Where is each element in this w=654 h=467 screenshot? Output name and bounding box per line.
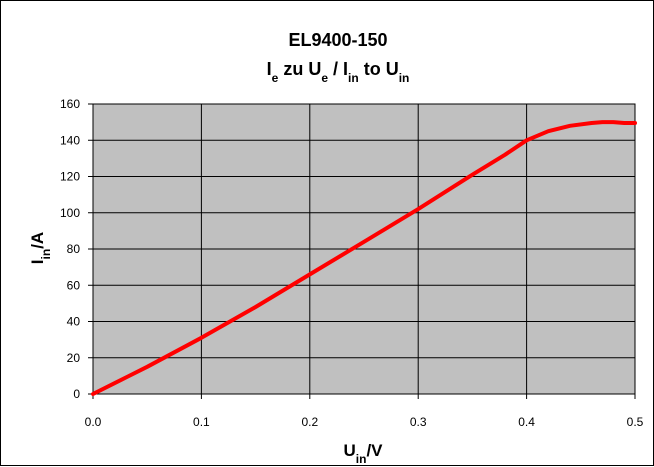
- x-label-unit: /V: [366, 441, 383, 460]
- plot-border: [92, 103, 636, 395]
- x-tick-label: 0.2: [301, 415, 318, 429]
- y-axis-label: Iin/A: [28, 232, 53, 264]
- series-line: [91, 120, 637, 396]
- subtitle-text: zu U: [278, 59, 321, 79]
- subtitle-text: to U: [359, 59, 399, 79]
- y-tick-label: 160: [60, 97, 80, 111]
- y-tick-label: 120: [60, 170, 80, 184]
- subtitle-subscript: e: [321, 71, 328, 85]
- y-label-unit: /A: [28, 232, 47, 249]
- y-tick-label: 60: [67, 278, 81, 292]
- y-tick-label: 100: [60, 206, 80, 220]
- subtitle-subscript: in: [348, 71, 359, 85]
- chart-subtitle: Ie zu Ue / Iin to Uin: [267, 59, 410, 85]
- x-axis-label: Uin/V: [343, 441, 383, 466]
- axes: [88, 103, 636, 399]
- y-tick-label: 140: [60, 133, 80, 147]
- x-tick-labels: 0.0 0.1 0.2 0.3 0.4 0.5: [85, 415, 644, 429]
- x-tick-label: 0.1: [193, 415, 210, 429]
- x-tick-label: 0.3: [410, 415, 427, 429]
- x-tick-label: 0.0: [85, 415, 102, 429]
- series-group: [91, 120, 637, 396]
- y-tick-label: 80: [67, 242, 81, 256]
- chart-title: EL9400-150: [288, 30, 387, 50]
- y-tick-labels: 0 20 40 60 80 100 120 140 160: [60, 97, 80, 401]
- subtitle-text: I: [267, 59, 272, 79]
- y-tick-label: 20: [67, 351, 81, 365]
- y-tick-label: 40: [67, 315, 81, 329]
- y-tick-label: 0: [73, 387, 80, 401]
- subtitle-subscript: e: [272, 71, 279, 85]
- y-label-base: I: [28, 259, 47, 264]
- x-tick-label: 0.4: [518, 415, 535, 429]
- subtitle-text: / I: [328, 59, 348, 79]
- x-label-subscript: in: [356, 452, 367, 466]
- y-label-subscript: in: [39, 249, 53, 260]
- x-tick-label: 0.5: [627, 415, 644, 429]
- x-label-base: U: [343, 441, 355, 460]
- subtitle-subscript: in: [399, 71, 410, 85]
